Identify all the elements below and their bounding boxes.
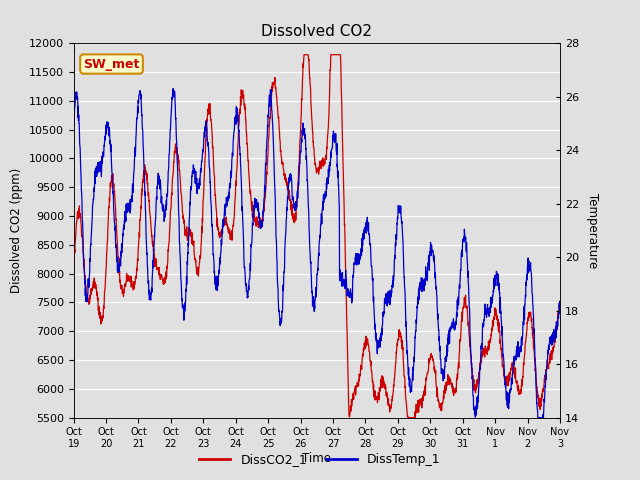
Title: Dissolved CO2: Dissolved CO2: [261, 24, 372, 39]
Legend: DissCO2_1, DissTemp_1: DissCO2_1, DissTemp_1: [194, 448, 446, 471]
Y-axis label: Dissolved CO2 (ppm): Dissolved CO2 (ppm): [10, 168, 23, 293]
Text: SW_met: SW_met: [83, 58, 140, 71]
Y-axis label: Temperature: Temperature: [586, 193, 598, 268]
X-axis label: Time: Time: [302, 452, 332, 465]
